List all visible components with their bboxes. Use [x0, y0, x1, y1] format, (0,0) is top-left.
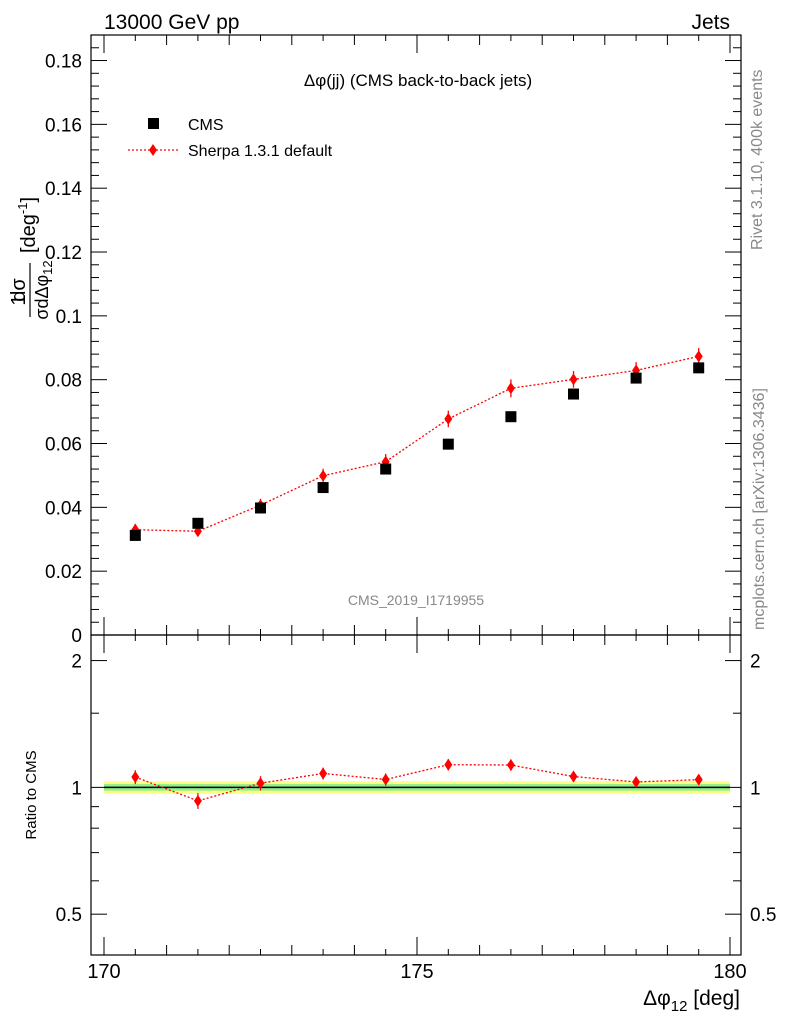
ratio-sherpa-line — [135, 764, 699, 802]
legend-label-sherpa: Sherpa 1.3.1 default — [188, 143, 333, 160]
main-ytick-label: 0.06 — [45, 435, 82, 456]
cms-point — [317, 482, 329, 494]
cms-point — [442, 438, 454, 450]
main-data-marks — [129, 348, 705, 541]
cms-point — [380, 463, 392, 475]
ratio-ytick-label: 2 — [71, 652, 82, 673]
xlabel-main: Δφ — [643, 987, 671, 1010]
main-ytick-label: 0.18 — [45, 52, 82, 73]
ratio-sherpa-point — [694, 773, 703, 786]
ratio-sherpa-point — [193, 794, 202, 807]
main-ylabel: 1 dσ σdΔφ12 [deg-1] — [8, 197, 55, 320]
legend-label-cms: CMS — [188, 117, 224, 134]
sherpa-point — [319, 469, 328, 482]
ratio-ytick-label: 1 — [71, 778, 82, 799]
ratio-sherpa-point — [256, 777, 265, 790]
legend-marker-sherpa — [149, 144, 157, 156]
cms-point — [693, 362, 705, 374]
main-ytick-label: 0 — [71, 626, 82, 647]
main-ytick-label: 0.16 — [45, 115, 82, 136]
mcplots-label: mcplots.cern.ch [arXiv:1306.3436] — [751, 388, 768, 630]
analysis-watermark: CMS_2019_I1719955 — [348, 592, 484, 608]
plot-title: Δφ(jj) (CMS back-to-back jets) — [304, 71, 532, 90]
sherpa-point — [444, 412, 453, 425]
main-ytick-label: 0.14 — [45, 179, 82, 200]
svg-text:[deg-1]: [deg-1] — [15, 197, 40, 253]
cms-point — [568, 388, 579, 400]
main-ytick-label: 0.1 — [56, 307, 82, 328]
main-ytick-label: 0.02 — [45, 562, 82, 583]
ylabel-unit-sup: -1 — [15, 203, 30, 215]
main-ytick-label: 0.04 — [45, 498, 82, 519]
ratio-sherpa-point — [444, 758, 453, 771]
svg-text:dσ: dσ — [8, 278, 30, 302]
ratio-sherpa-point — [319, 767, 328, 780]
ratio-axis-ticks: 0.5 0.5 1 1 2 2 — [56, 635, 776, 955]
main-ytick-label: 0.12 — [45, 243, 82, 264]
ratio-sherpa-point — [506, 759, 515, 772]
ratio-sherpa-point — [131, 771, 140, 784]
cms-point — [630, 372, 642, 384]
sherpa-point — [569, 373, 578, 386]
ylabel-d: dσ — [8, 278, 30, 302]
ylabel-num: 1 — [8, 294, 30, 305]
x-axis-label: Δφ12 [deg] — [643, 987, 740, 1015]
ratio-ytick-label-right: 1 — [750, 778, 761, 799]
ratio-ylabel: Ratio to CMS — [23, 750, 40, 839]
main-panel: 0 0.02 0.04 0.06 0.08 0.1 0.12 0.14 0.16 0.18 Δφ(… — [45, 34, 742, 647]
legend: CMS Sherpa 1.3.1 default — [128, 117, 333, 160]
main-ytick-label: 0.08 — [45, 371, 82, 392]
ylabel-den-sub: 12 — [40, 260, 55, 274]
ratio-ytick-label-right: 2 — [750, 652, 761, 673]
cms-point — [255, 502, 266, 514]
x-tick-label: 175 — [400, 961, 433, 983]
ylabel-den: σdΔφ — [32, 275, 52, 320]
svg-text:σdΔφ12: σdΔφ12 — [32, 260, 55, 319]
x-tick-label: 180 — [713, 961, 746, 983]
ratio-data-marks — [131, 758, 703, 809]
rivet-label: Rivet 3.1.10, 400k events — [749, 69, 766, 250]
ratio-sherpa-point — [569, 770, 578, 783]
ratio-sherpa-point — [381, 773, 390, 786]
x-tick-label: 170 — [87, 961, 120, 983]
sherpa-line — [135, 355, 699, 532]
cms-point — [505, 411, 517, 423]
ylabel-unit: [deg — [18, 214, 40, 253]
svg-text:1: 1 — [8, 294, 30, 305]
x-tick-labels: 170 175 180 — [87, 961, 746, 983]
main-axis-ticks: 0 0.02 0.04 0.06 0.08 0.1 0.12 0.14 0.16 0.18 — [45, 34, 741, 647]
ratio-ytick-label-right: 0.5 — [750, 905, 776, 926]
ylabel-unit-close: ] — [18, 197, 40, 203]
ratio-panel: 0.5 0.5 1 1 2 2 — [56, 634, 776, 956]
ratio-ytick-label: 0.5 — [56, 905, 82, 926]
xlabel-sub: 12 — [671, 998, 688, 1015]
legend-marker-cms — [148, 118, 159, 129]
ratio-sherpa-point — [632, 775, 641, 788]
header-energy: 13000 GeV pp — [104, 11, 239, 34]
xlabel-unit: [deg] — [687, 987, 740, 1010]
sherpa-point — [694, 350, 703, 363]
ratio-frame — [90, 634, 742, 956]
header-jets: Jets — [691, 11, 730, 34]
cms-point — [129, 529, 141, 541]
sherpa-point — [506, 382, 515, 395]
cms-point — [192, 517, 204, 529]
